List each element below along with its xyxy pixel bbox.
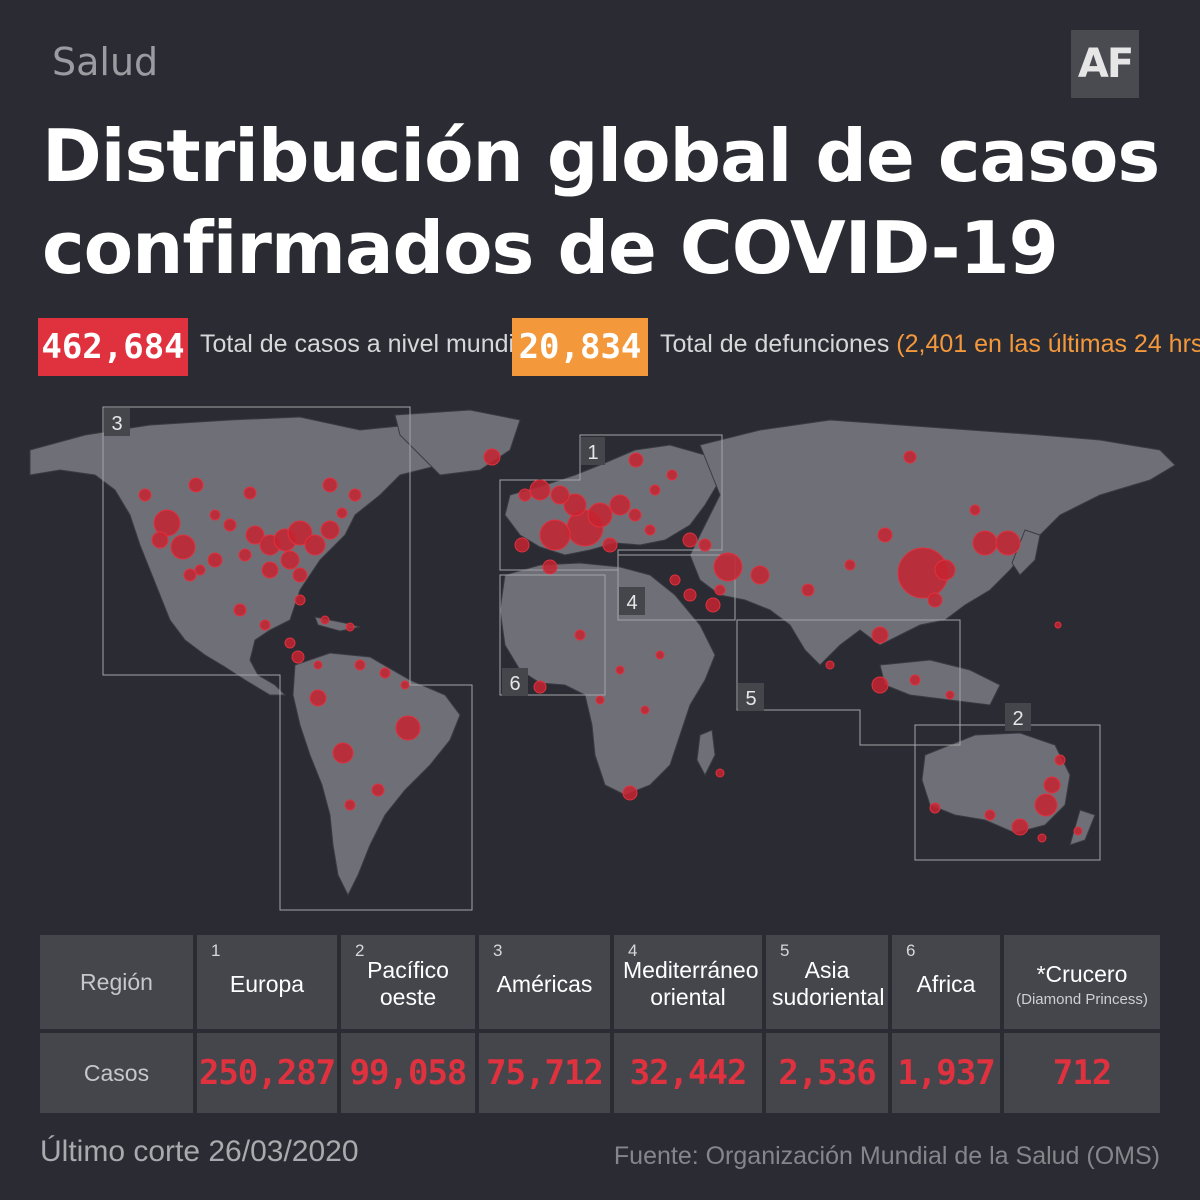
land-madagascar [696, 729, 716, 777]
region-subname: (Diamond Princess) [1016, 990, 1148, 1008]
table-header-region: Región [40, 935, 193, 1029]
region-tag-3: 3 [111, 413, 122, 435]
land-new-zealand [1069, 809, 1096, 846]
table-col-mediterraneo: 4 Mediterráneo oriental [614, 935, 762, 1029]
table-cell: 2,536 [766, 1033, 888, 1113]
land-africa [499, 562, 716, 796]
deaths-last-24h: (2,401 en las últimas 24 hrs) [896, 330, 1200, 358]
region-tag-4: 4 [626, 592, 637, 614]
region-number: 3 [493, 941, 503, 960]
table-col-asia: 5 Asia sudoriental [766, 935, 888, 1029]
frame-region-3 [102, 406, 473, 911]
cases-value: 1,937 [897, 1053, 995, 1093]
total-cases-label: Total de casos a nivel mundial [200, 330, 534, 358]
total-deaths-label: Total de defunciones [660, 330, 890, 358]
table-cell: 1,937 [892, 1033, 1000, 1113]
table-cell: 712 [1004, 1033, 1160, 1113]
total-cases-badge: 462,684 [38, 318, 188, 376]
row-header-cases: Casos [83, 1059, 150, 1086]
frame-region-5 [736, 619, 961, 746]
region-name: *Crucero [1036, 960, 1128, 987]
title-line-1: Distribución global de casos [42, 114, 1160, 198]
total-deaths-badge: 20,834 [512, 318, 648, 376]
table-row-cases-label: Casos [40, 1033, 193, 1113]
last-update: Último corte 26/03/2020 [40, 1135, 359, 1168]
region-name: Europa [229, 970, 305, 997]
table-col-pacifico: 2 Pacífico oeste [341, 935, 475, 1029]
total-deaths-label-group: Total de defunciones (2,401 en las últim… [660, 330, 1200, 359]
region-name: Asia sudoriental [772, 957, 885, 1010]
frame-region-6 [499, 574, 606, 696]
table-col-crucero: *Crucero (Diamond Princess) [1004, 935, 1160, 1029]
land-south-america [292, 652, 461, 897]
region-number: 6 [906, 941, 916, 960]
table-cell: 250,287 [197, 1033, 337, 1113]
region-tag-5: 5 [745, 688, 756, 710]
title-line-2: confirmados de COVID-19 [42, 206, 1059, 290]
world-map-svg: 1 2 3 4 5 6 [29, 406, 1176, 911]
source-credit: Fuente: Organización Mundial de la Salud… [613, 1142, 1160, 1170]
table-col-americas: 3 Américas [479, 935, 610, 1029]
world-map: 1 2 3 4 5 6 [0, 395, 1200, 920]
cases-value: 2,536 [778, 1053, 876, 1093]
land-se-asia [879, 659, 1001, 706]
land-asia [689, 419, 1176, 666]
region-name: Mediterráneo oriental [623, 957, 759, 1010]
table-col-africa: 6 Africa [892, 935, 1000, 1029]
cases-value: 75,712 [486, 1053, 604, 1093]
cases-value: 99,058 [349, 1053, 468, 1093]
frame-region-4 [617, 554, 736, 621]
region-number: 4 [628, 941, 638, 960]
region-frames [102, 406, 1101, 911]
region-tag-1: 1 [587, 442, 598, 464]
cases-value: 250,287 [198, 1053, 336, 1093]
page-title: Distribución global de casos confirmados… [42, 110, 1172, 294]
region-number: 1 [211, 941, 221, 960]
region-name: Africa [916, 970, 976, 997]
land-japan [1011, 529, 1041, 576]
case-bubbles [138, 448, 1083, 843]
region-name: Pacífico oeste [367, 957, 449, 1010]
section-label: Salud [52, 40, 159, 84]
region-number: 2 [355, 941, 365, 960]
table-col-europa: 1 Europa [197, 935, 337, 1029]
table-cell: 99,058 [341, 1033, 475, 1113]
brand-logo: AF [1071, 30, 1139, 98]
region-tag-2: 2 [1012, 708, 1023, 730]
cases-by-region-table: Región 1 Europa 2 Pacífico oeste 3 Améri… [40, 935, 1160, 1113]
region-tags: 1 2 3 4 5 6 [104, 408, 1031, 731]
land-masses [29, 409, 1176, 897]
frame-region-2 [914, 724, 1101, 861]
cases-value: 712 [1052, 1053, 1112, 1093]
region-tag-6: 6 [509, 673, 520, 695]
row-header-region: Región [80, 968, 153, 995]
table-cell: 75,712 [479, 1033, 610, 1113]
region-number: 5 [780, 941, 790, 960]
land-australia [921, 732, 1071, 834]
table-cell: 32,442 [614, 1033, 762, 1113]
cases-value: 32,442 [629, 1053, 748, 1093]
region-name: Américas [496, 970, 593, 997]
